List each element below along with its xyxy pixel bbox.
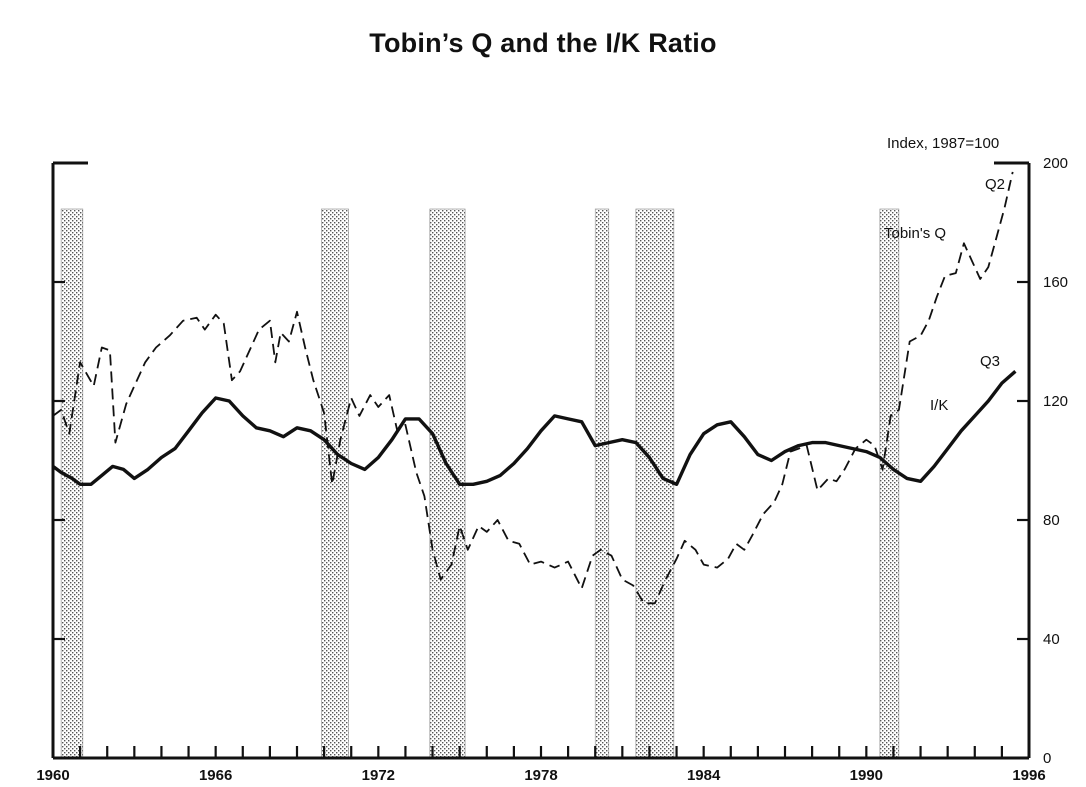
y-tick-label: 40 [1043, 631, 1060, 648]
chart-title: Tobin’s Q and the I/K Ratio [369, 28, 717, 58]
x-tick-label: 1990 [850, 767, 883, 784]
unit-label: Index, 1987=100 [887, 135, 999, 152]
x-tick-label: 1996 [1012, 767, 1045, 784]
recession-band-4 [594, 208, 610, 759]
y-tick-label: 0 [1043, 750, 1051, 767]
q3-label: Q3 [980, 353, 1000, 370]
tobins-q-label: Tobin's Q [884, 225, 946, 242]
x-tick-label: 1966 [199, 767, 232, 784]
y-tick-label: 120 [1043, 393, 1068, 410]
series-lines [51, 171, 1017, 605]
recession-band-2 [321, 208, 349, 759]
x-tick-label: 1960 [36, 767, 69, 784]
x-tick-label: 1978 [524, 767, 557, 784]
tobins-q-line [52, 171, 1014, 605]
x-tick-label: 1984 [687, 767, 721, 784]
recession-band-6 [879, 208, 900, 759]
q2-label: Q2 [985, 176, 1005, 193]
ik-label: I/K [930, 397, 948, 414]
x-tick-label: 1972 [362, 767, 395, 784]
ik-line [51, 370, 1017, 486]
recession-band-5 [635, 208, 675, 759]
labels: Index, 1987=100 Q2 Tobin's Q Q3 I/K [884, 135, 1005, 414]
y-tick-label: 160 [1043, 274, 1068, 291]
y-tick-label: 200 [1043, 155, 1068, 172]
y-tick-label: 80 [1043, 512, 1060, 529]
